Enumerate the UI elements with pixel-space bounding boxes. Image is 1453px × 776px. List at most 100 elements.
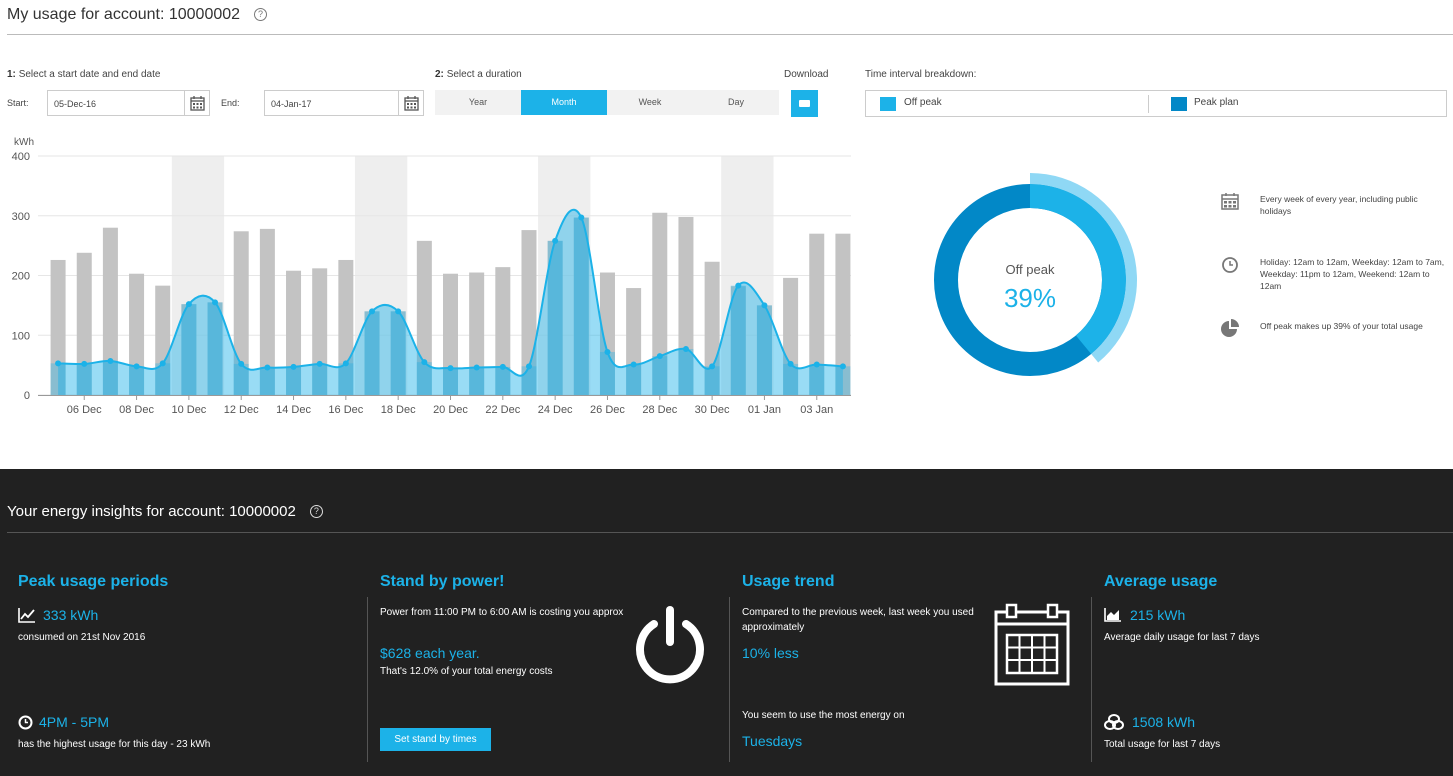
offpeak-point	[630, 361, 637, 368]
offpeak-bar	[390, 311, 406, 395]
peak-kwh-value: 333 kWh	[43, 607, 99, 623]
standby-share-text: That's 12.0% of your total energy costs	[380, 666, 553, 677]
offpeak-point	[133, 363, 140, 370]
duration-day-button[interactable]: Day	[693, 90, 779, 115]
divider	[7, 34, 1453, 35]
peak-swatch	[1171, 97, 1187, 111]
offpeak-bar	[835, 366, 851, 395]
legend: Off peak Peak plan	[865, 90, 1447, 117]
offpeak-point	[264, 364, 271, 371]
power-icon	[636, 606, 704, 684]
offpeak-point	[787, 360, 794, 367]
x-tick-label: 12 Dec	[224, 404, 259, 416]
legend-divider	[1148, 95, 1149, 113]
trend-day-text: You seem to use the most energy on	[742, 710, 905, 721]
x-tick-label: 18 Dec	[381, 404, 416, 416]
offpeak-bar	[312, 363, 328, 395]
info-share-text: Off peak makes up 39% of your total usag…	[1260, 321, 1423, 331]
peak-heading: Peak usage periods	[18, 573, 169, 590]
offpeak-point	[761, 302, 768, 309]
offpeak-bar	[495, 366, 511, 395]
offpeak-point	[107, 357, 114, 364]
offpeak-area	[58, 209, 843, 395]
offpeak-bar	[756, 305, 772, 395]
download-icon	[799, 100, 810, 107]
total-bar	[129, 273, 145, 395]
peak-hour-value: 4PM - 5PM	[39, 714, 110, 730]
column-divider	[1091, 597, 1092, 762]
start-date-picker-button[interactable]	[184, 90, 210, 116]
x-tick-label: 26 Dec	[590, 404, 625, 416]
duration-week-button[interactable]: Week	[607, 90, 693, 115]
x-tick-label: 20 Dec	[433, 404, 468, 416]
offpeak-bar	[259, 367, 275, 395]
offpeak-bar	[704, 366, 720, 395]
calendar-icon	[994, 603, 1070, 686]
offpeak-point	[604, 348, 611, 355]
total-bar	[233, 231, 249, 395]
x-tick-label: 10 Dec	[171, 404, 206, 416]
total-bar	[338, 259, 354, 395]
duration-month-button[interactable]: Month	[521, 90, 607, 115]
average-daily-text: Average daily usage for last 7 days	[1104, 632, 1260, 643]
offpeak-bar	[181, 304, 197, 395]
offpeak-point	[421, 359, 428, 366]
trend-heading: Usage trend	[742, 573, 835, 590]
offpeak-point	[735, 282, 742, 289]
average-total-value: 1508 kWh	[1132, 714, 1196, 730]
offpeak-bar	[207, 302, 223, 395]
set-standby-times-button[interactable]: Set stand by times	[380, 728, 491, 751]
divider	[7, 532, 1453, 533]
offpeak-bar	[783, 363, 799, 395]
trend-up-icon	[18, 608, 35, 623]
offpeak-bar	[233, 363, 249, 395]
offpeak-bar	[443, 368, 458, 395]
offpeak-point	[342, 360, 349, 367]
end-date-input[interactable]: 04-Jan-17	[264, 90, 402, 116]
total-bar	[102, 227, 118, 395]
end-date-picker-button[interactable]	[398, 90, 424, 116]
total-bar	[364, 311, 380, 395]
insights-panel: Your energy insights for account: 100000…	[0, 469, 1453, 776]
usage-panel: My usage for account: 10000002? 1: Selec…	[7, 6, 1453, 416]
total-bar	[207, 302, 223, 395]
clock-icon	[1222, 257, 1238, 273]
offpeak-bar	[678, 348, 694, 395]
offpeak-point	[447, 365, 454, 372]
offpeak-point	[656, 353, 663, 360]
offpeak-point	[212, 299, 219, 306]
end-label: End:	[221, 98, 240, 108]
donut-label: Off peak	[1005, 262, 1055, 277]
offpeak-point	[813, 361, 820, 368]
start-date-input[interactable]: 05-Dec-16	[47, 90, 185, 116]
column-divider	[367, 597, 368, 762]
standby-text: Power from 11:00 PM to 6:00 AM is costin…	[380, 607, 624, 618]
offpeak-bar	[547, 240, 563, 395]
offpeak-bar	[652, 356, 668, 395]
area-chart-icon	[1104, 608, 1121, 622]
help-icon[interactable]: ?	[254, 8, 268, 21]
offpeak-bar	[76, 363, 92, 395]
offpeak-point	[682, 345, 689, 352]
help-icon[interactable]: ?	[309, 505, 323, 518]
x-tick-label: 16 Dec	[328, 404, 363, 416]
offpeak-point	[290, 363, 297, 370]
total-bar	[573, 217, 589, 395]
x-tick-label: 03 Jan	[800, 404, 833, 416]
donut-offpeak-highlight	[1030, 173, 1137, 363]
duration-year-button[interactable]: Year	[435, 90, 521, 115]
offpeak-point	[839, 363, 846, 370]
offpeak-point	[238, 360, 245, 367]
y-tick-label: 200	[12, 271, 30, 283]
offpeak-swatch	[880, 97, 896, 111]
usage-chart: 0 100 200 300 400 kWh 06 Dec 08 Dec 10 Dec 12 Dec…	[12, 137, 851, 416]
x-tick-label: 30 Dec	[695, 404, 730, 416]
offpeak-bar	[626, 364, 642, 395]
calendar-icon	[404, 96, 419, 111]
download-button[interactable]	[791, 90, 818, 117]
offpeak-point	[499, 363, 506, 370]
offpeak-bar	[809, 364, 825, 395]
x-tick-label: 24 Dec	[538, 404, 573, 416]
offpeak-point	[395, 308, 402, 315]
offpeak-bar	[155, 363, 171, 395]
